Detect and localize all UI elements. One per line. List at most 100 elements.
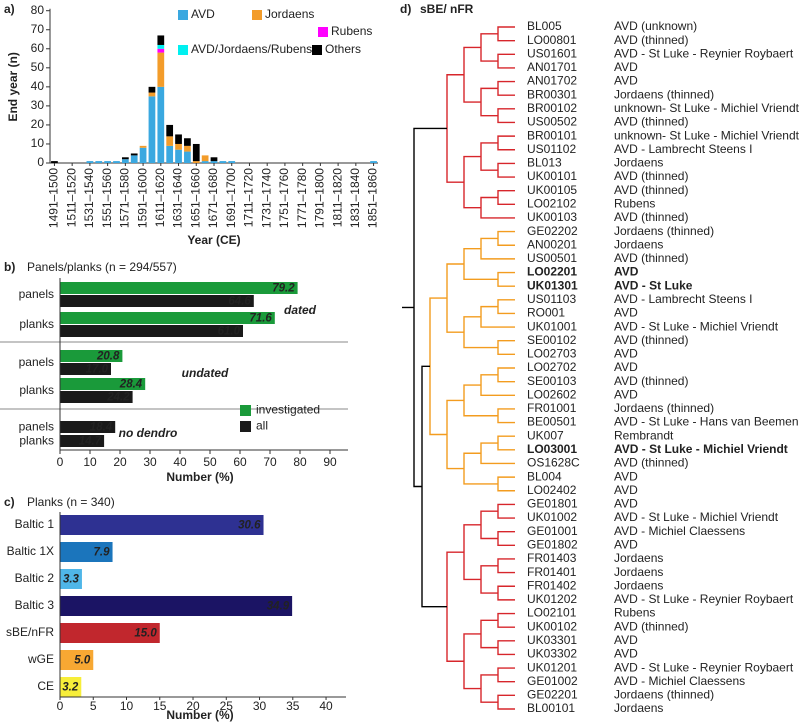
leaf-label: AVD - Michiel Claessens [614, 524, 745, 538]
bar-segment [157, 52, 165, 87]
legend-swatch [318, 27, 328, 37]
panel-label: a) [4, 2, 15, 16]
bar-segment [148, 96, 156, 163]
branch [497, 80, 515, 96]
x-tick-label: 80 [293, 455, 307, 469]
branch [446, 263, 464, 333]
value-label: 18.4 [90, 422, 113, 434]
leaf-id: LO02703 [527, 347, 577, 361]
x-tick-label: 40 [173, 455, 187, 469]
leaf-label: Jordaens (thinned) [614, 401, 714, 415]
x-tick-label: 25 [220, 699, 234, 713]
branch [497, 530, 515, 547]
branch [480, 510, 498, 540]
bar-segment [95, 161, 103, 163]
leaf-id: BR00101 [527, 128, 577, 142]
bar [60, 312, 275, 324]
legend-label: Jordaens [265, 7, 314, 21]
bar-segment [157, 44, 165, 49]
bar-segment [201, 155, 209, 162]
category-label: sBE/nFR [6, 625, 54, 639]
leaf-id: OS1628C [527, 456, 580, 470]
x-tick-label: 20 [186, 699, 200, 713]
leaf-id: UK007 [527, 428, 564, 442]
x-tick-label: 90 [323, 455, 337, 469]
leaf-label: Jordaens [614, 578, 663, 592]
leaf-id: US01102 [527, 142, 576, 156]
panel-label: b) [4, 260, 15, 274]
value-label: 15.0 [134, 628, 157, 640]
branch [480, 619, 498, 649]
x-axis-label: Year (CE) [187, 233, 240, 247]
bar-segment [121, 157, 129, 160]
branch [463, 524, 481, 581]
x-tick-label: 1571–1580 [118, 168, 132, 228]
branch [446, 399, 464, 470]
legend-label: Rubens [331, 24, 372, 38]
bar-segment [86, 161, 94, 163]
x-tick-label: 1851–1860 [366, 168, 380, 228]
leaf-label: Jordaens [614, 551, 663, 565]
bar-segment [175, 143, 182, 150]
x-tick-label: 0 [57, 699, 64, 713]
leaf-id: BL00101 [527, 701, 575, 715]
leaf-label: Jordaens (thinned) [614, 688, 714, 702]
bar [60, 378, 146, 390]
leaf-label: AVD [614, 347, 638, 361]
group-label: undated [182, 366, 229, 380]
branch [446, 74, 464, 183]
value-label: 17.0 [86, 364, 109, 376]
category-label: panels [19, 420, 54, 434]
bar-segment [210, 161, 218, 163]
leaf-id: LO02102 [527, 196, 577, 210]
leaf-id: UK00101 [527, 169, 577, 183]
value-label: 7.9 [94, 547, 111, 559]
x-tick-label: 1491–1500 [47, 168, 61, 228]
value-label: 3.3 [63, 574, 80, 586]
leaf-label: AVD (thinned) [614, 456, 688, 470]
leaf-id: BL005 [527, 19, 562, 33]
leaf-id: UK01201 [527, 660, 577, 674]
panel-label: c) [4, 495, 15, 509]
leaf-id: AN01702 [527, 74, 577, 88]
bar [60, 350, 123, 362]
category-label: panels [19, 355, 54, 369]
leaf-id: LO03001 [527, 442, 577, 456]
x-tick-label: 1611–1620 [153, 168, 167, 228]
bar [60, 542, 113, 562]
leaf-id: LO02702 [527, 360, 577, 374]
panel-label: d) [400, 2, 411, 16]
y-tick-label: 80 [31, 3, 45, 17]
x-tick-label: 40 [319, 699, 333, 713]
leaf-id: LO02402 [527, 483, 577, 497]
x-tick-label: 1511–1520 [64, 168, 78, 228]
leaf-id: LO00801 [527, 33, 577, 47]
leaf-id: RO001 [527, 306, 565, 320]
x-tick-label: 70 [263, 455, 277, 469]
chart-title: Planks (n = 340) [27, 495, 115, 509]
leaf-label: Jordaens [614, 565, 663, 579]
leaf-label: AVD [614, 483, 638, 497]
leaf-id: UK01202 [527, 592, 577, 606]
legend-swatch [240, 421, 251, 432]
bar-segment [166, 145, 174, 163]
leaf-label: AVD [614, 497, 638, 511]
leaf-id: SE00102 [527, 333, 577, 347]
bar-segment [113, 161, 120, 163]
branch [497, 476, 515, 492]
leaf-label: AVD [614, 633, 638, 647]
leaf-label: AVD (thinned) [614, 183, 688, 197]
leaf-label: AVD - Lambrecht Steens I [614, 292, 753, 306]
bar [60, 421, 116, 433]
branch [497, 189, 515, 206]
chart-title: Panels/planks (n = 294/557) [27, 260, 177, 274]
leaf-label: AVD [614, 60, 638, 74]
x-tick-label: 1551–1560 [100, 168, 114, 228]
x-tick-label: 1751–1760 [277, 168, 291, 228]
y-axis-label: End year (n) [6, 52, 20, 121]
legend-label: AVD/Jordaens/Rubens [191, 42, 312, 56]
bar-segment [219, 161, 227, 163]
leaf-label: Rembrandt [614, 428, 674, 442]
leaf-label: AVD (thinned) [614, 169, 688, 183]
legend-swatch [312, 45, 322, 55]
